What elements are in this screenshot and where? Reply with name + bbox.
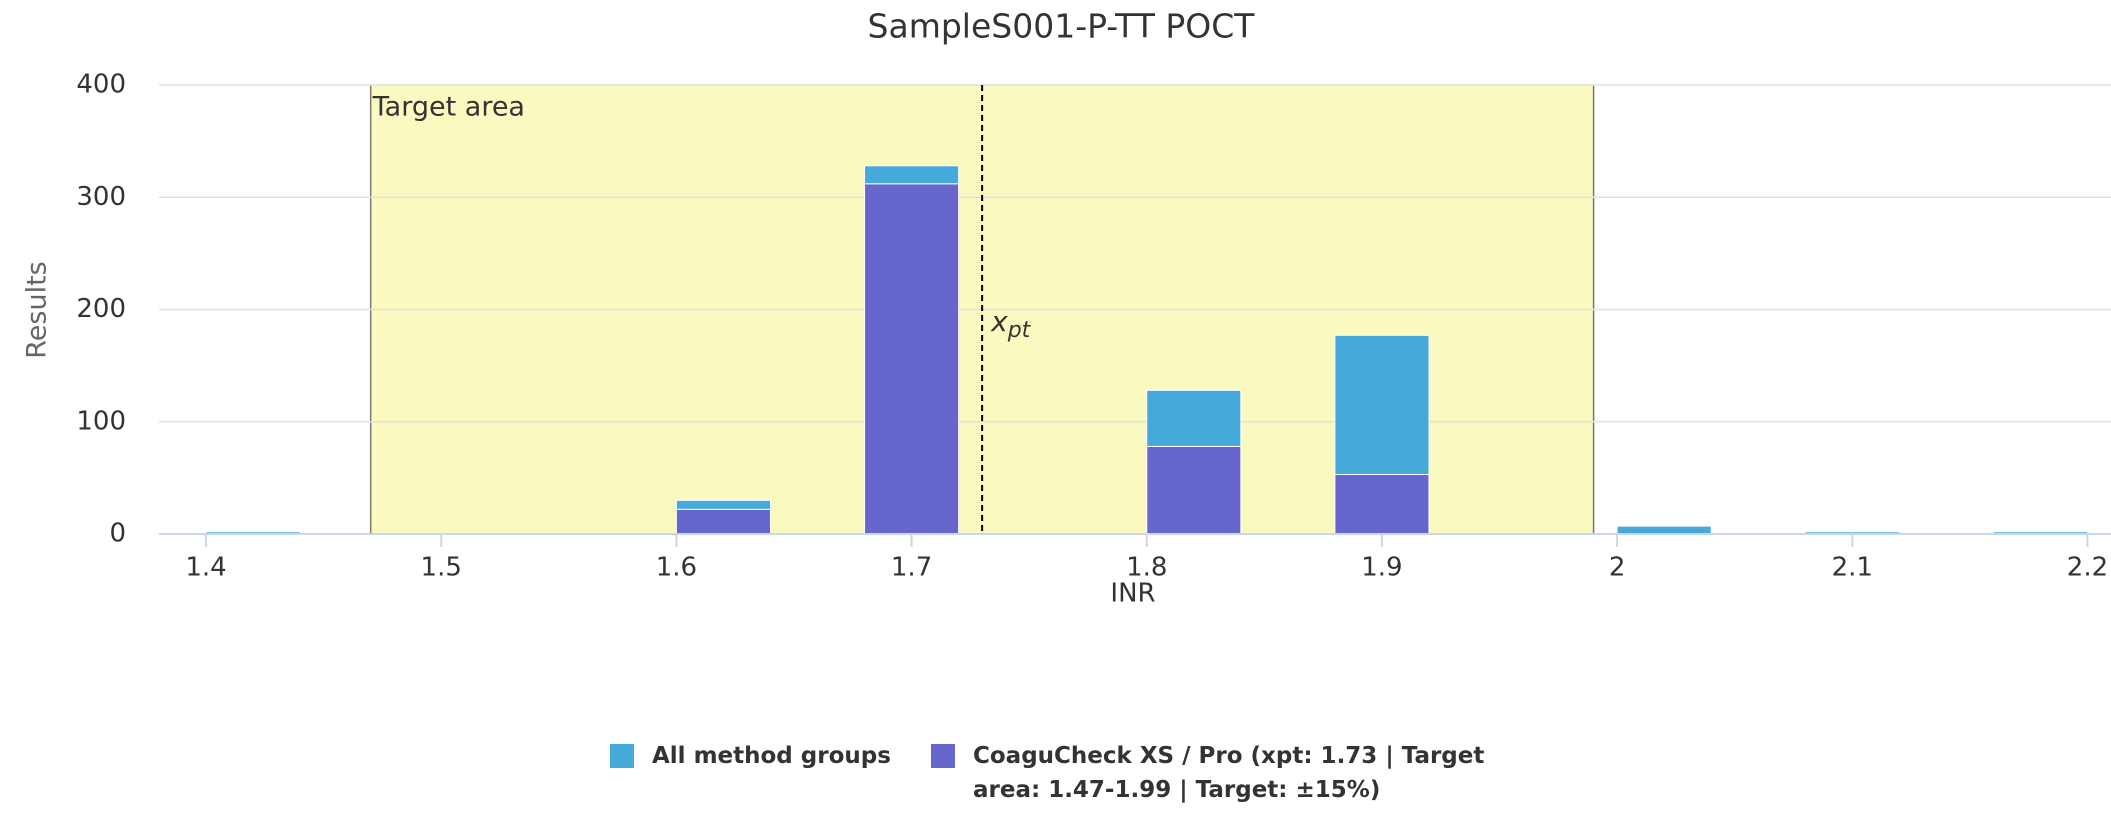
y-tick-label: 200 [76, 294, 126, 324]
xpt-label: xpt [990, 305, 1032, 343]
x-axis-label: INR [1110, 579, 1155, 609]
bar [864, 183, 960, 535]
x-tick-label: 2.1 [1832, 553, 1873, 583]
target-area-label: Target area [372, 92, 525, 123]
xpt-label-main: x [990, 305, 1008, 338]
bar [1146, 445, 1242, 535]
x-tick-label: 1.6 [656, 553, 697, 583]
bar [675, 499, 771, 510]
bar [1334, 474, 1430, 535]
bar [1616, 525, 1712, 535]
x-tick-label: 1.4 [185, 553, 226, 583]
y-tick-label: 400 [76, 70, 126, 100]
legend-label[interactable]: All method groups [652, 743, 891, 769]
x-tick-label: 1.9 [1361, 553, 1402, 583]
y-tick-label: 100 [76, 406, 126, 436]
y-tick-label: 300 [76, 182, 126, 212]
x-tick-label: 1.5 [421, 553, 462, 583]
bar [1146, 389, 1242, 447]
bar [864, 165, 960, 185]
bar [1334, 334, 1430, 476]
x-tick-label: 2.2 [2067, 553, 2108, 583]
legend-swatch [610, 744, 634, 768]
y-axis-label: Results [22, 261, 53, 359]
x-tick-label: 2 [1609, 553, 1626, 583]
legend-swatch [931, 744, 955, 768]
x-tick-label: 1.8 [1126, 553, 1167, 583]
x-tick-label: 1.7 [891, 553, 932, 583]
y-tick-label: 0 [109, 519, 126, 549]
legend-label[interactable]: CoaguCheck XS / Pro (xpt: 1.73 | Target … [973, 743, 1485, 803]
bar [675, 508, 771, 535]
xpt-label-sub: pt [1007, 318, 1032, 343]
chart-title: SampleS001-P-TT POCT [868, 7, 1256, 46]
